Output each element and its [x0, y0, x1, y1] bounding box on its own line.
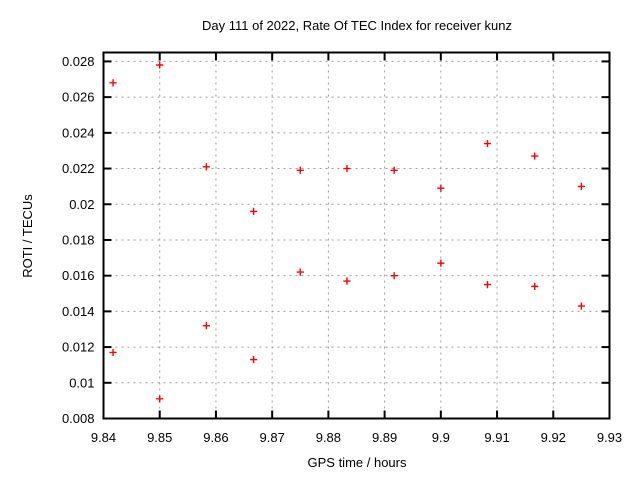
y-tick-label: 0.022 [62, 161, 95, 176]
x-tick-label: 9.88 [316, 430, 341, 445]
x-tick-label: 9.86 [203, 430, 228, 445]
y-tick-label: 0.008 [62, 411, 95, 426]
y-tick-label: 0.014 [62, 304, 95, 319]
data-point [250, 207, 258, 215]
data-point [483, 139, 492, 148]
data-point [390, 166, 398, 174]
y-tick-label: 0.02 [69, 197, 94, 212]
data-point [437, 184, 445, 192]
x-tick-label: 9.93 [597, 430, 622, 445]
x-tick-label: 9.84 [91, 430, 116, 445]
data-point [202, 163, 210, 171]
plot-border [102, 51, 611, 420]
data-point [296, 166, 304, 174]
y-tick-label: 0.026 [62, 90, 95, 105]
data-point [577, 182, 585, 191]
data-point [577, 302, 585, 310]
data-point [483, 280, 492, 289]
x-tick-label: 9.87 [260, 430, 285, 445]
y-tick-label: 0.024 [62, 125, 95, 140]
data-point [109, 79, 117, 87]
data-point [437, 259, 445, 267]
y-tick-label: 0.01 [69, 375, 94, 390]
data-point [390, 272, 398, 280]
x-tick-label: 9.91 [484, 430, 509, 445]
data-point [343, 164, 351, 173]
data-point [250, 355, 258, 364]
data-point [156, 395, 164, 403]
x-tick-label: 9.89 [372, 430, 397, 445]
data-point [156, 61, 164, 69]
data-point [296, 268, 304, 276]
y-tick-label: 0.012 [62, 340, 95, 355]
x-axis-title: GPS time / hours [307, 455, 407, 470]
x-tick-label: 9.92 [541, 430, 566, 445]
data-point [531, 282, 539, 290]
y-tick-label: 0.018 [62, 232, 95, 247]
x-tick-label: 9.9 [432, 430, 450, 445]
data-point [109, 348, 117, 357]
data-point [202, 322, 210, 330]
y-tick-label: 0.028 [62, 54, 95, 69]
x-tick-label: 9.85 [147, 430, 172, 445]
chart-title: Day 111 of 2022, Rate Of TEC Index for r… [202, 18, 512, 33]
y-tick-label: 0.016 [62, 268, 95, 283]
data-point [531, 152, 539, 160]
data-point [343, 277, 351, 285]
